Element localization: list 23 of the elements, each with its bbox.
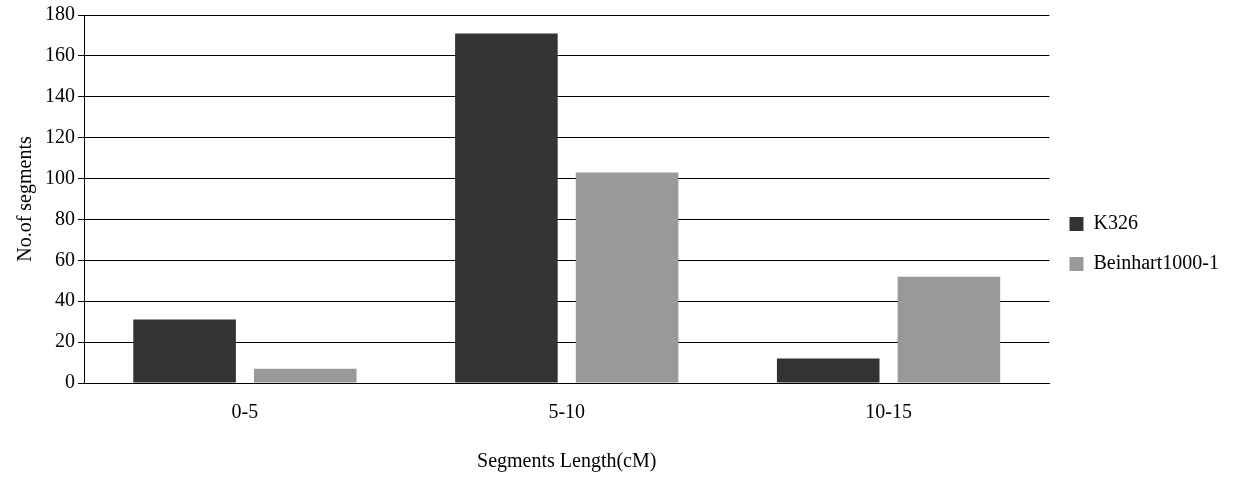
y-tick-label: 80 [55, 206, 75, 229]
y-tick-label: 20 [55, 329, 75, 352]
y-tick-label: 100 [45, 165, 75, 188]
y-tick-label: 180 [45, 2, 75, 25]
bar [776, 358, 880, 383]
bar [253, 368, 357, 383]
y-tick-label: 120 [45, 124, 75, 147]
y-tick-label: 0 [65, 370, 75, 393]
legend-label: Beinhart1000-1 [1093, 251, 1219, 274]
y-tick-label: 40 [55, 288, 75, 311]
bar [575, 172, 679, 383]
y-tick-label: 140 [45, 84, 75, 107]
x-tick-label: 5-10 [548, 400, 586, 423]
legend-label: K326 [1093, 211, 1138, 234]
y-axis-title: No.of segments [13, 136, 37, 262]
bar [133, 319, 236, 383]
x-axis-title: Segments Length(cM) [477, 449, 657, 473]
x-tick-label: 10-15 [865, 400, 912, 423]
y-tick-label: 160 [45, 43, 75, 66]
bar [455, 33, 558, 383]
y-tick-label: 60 [55, 247, 75, 270]
x-tick-label: 0-5 [231, 400, 259, 423]
bar [897, 276, 1001, 383]
